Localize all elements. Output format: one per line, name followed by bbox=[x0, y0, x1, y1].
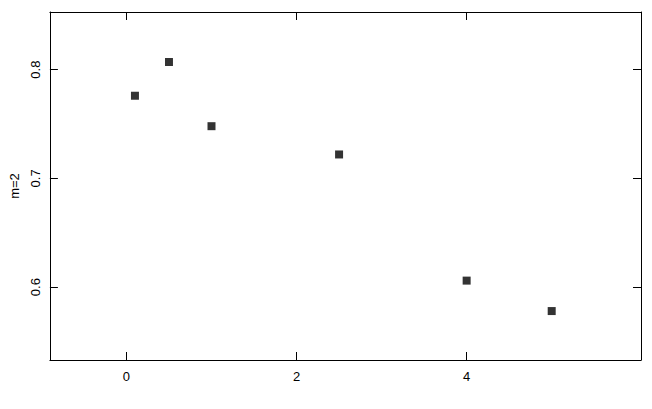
svg-text:0.8: 0.8 bbox=[28, 61, 43, 79]
svg-text:0: 0 bbox=[123, 369, 130, 384]
svg-text:0.6: 0.6 bbox=[28, 278, 43, 296]
svg-text:4: 4 bbox=[463, 369, 470, 384]
svg-text:2: 2 bbox=[293, 369, 300, 384]
svg-text:m=2: m=2 bbox=[7, 173, 22, 199]
svg-text:0.7: 0.7 bbox=[28, 169, 43, 187]
